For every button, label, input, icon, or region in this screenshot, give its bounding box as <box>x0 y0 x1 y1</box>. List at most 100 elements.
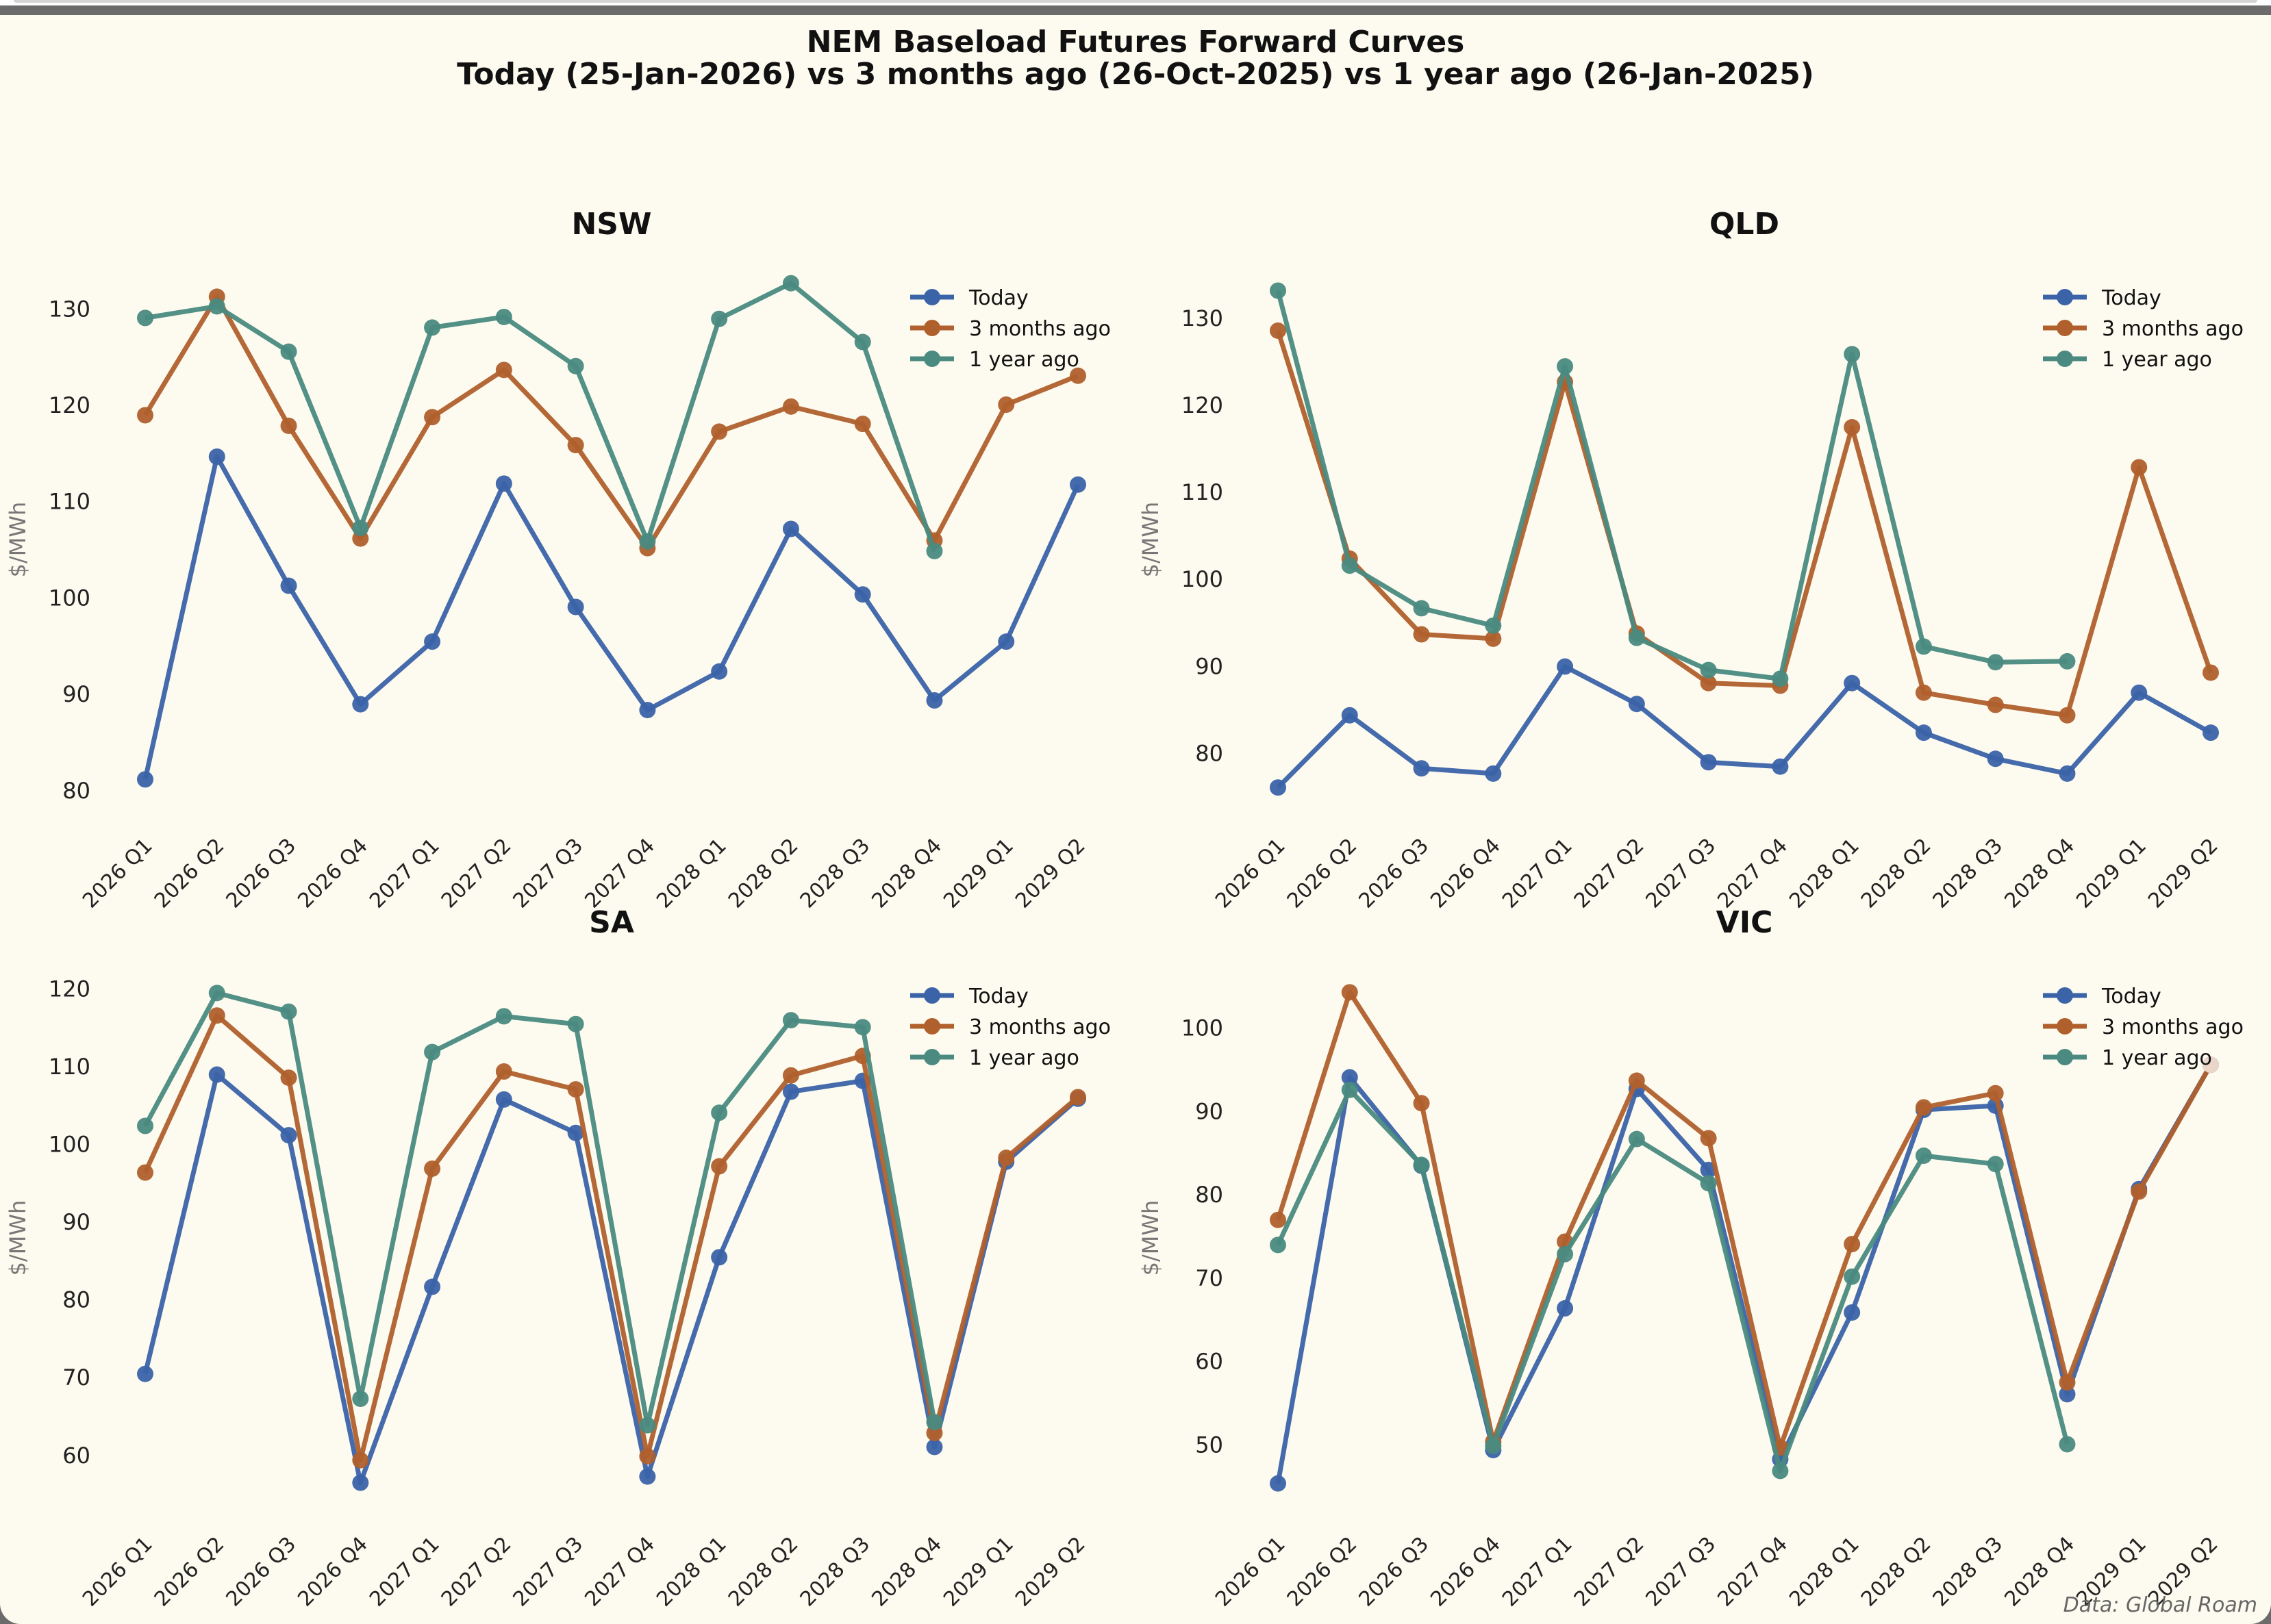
data-point <box>998 633 1015 650</box>
figure-title: NEM Baseload Futures Forward Curves <box>806 25 1465 60</box>
data-credit: Data: Global Roam <box>2063 1593 2257 1617</box>
data-point <box>352 1391 369 1408</box>
x-tick-label: 2026 Q1 <box>78 1532 158 1612</box>
data-point <box>280 343 297 360</box>
y-axis-label: $/MWh <box>5 1200 31 1276</box>
data-point <box>1270 282 1286 299</box>
y-tick-label: 70 <box>62 1365 90 1391</box>
x-tick-label: 2029 Q1 <box>939 1532 1018 1612</box>
legend-marker <box>2057 1049 2073 1065</box>
data-point <box>208 448 225 465</box>
x-tick-label: 2026 Q1 <box>78 834 158 913</box>
x-tick-label: 2026 Q4 <box>1426 834 1505 913</box>
data-point <box>1557 358 1574 375</box>
y-tick-label: 120 <box>49 976 90 1002</box>
data-point <box>424 633 441 650</box>
x-tick-label: 2027 Q3 <box>1642 1532 1721 1612</box>
data-point <box>1341 1069 1358 1086</box>
legend-label: 3 months ago <box>969 1015 1111 1039</box>
data-point <box>2131 684 2148 701</box>
data-point <box>1557 1245 1574 1263</box>
x-tick-label: 2028 Q2 <box>1857 834 1936 913</box>
data-point <box>280 577 297 594</box>
data-point <box>1413 1095 1430 1112</box>
legend-marker <box>924 289 940 305</box>
data-point <box>1270 1475 1286 1492</box>
data-point <box>1413 760 1430 777</box>
y-tick-label: 90 <box>1195 653 1223 679</box>
data-point <box>1270 1236 1286 1254</box>
data-point <box>137 309 153 327</box>
data-point <box>926 1414 943 1431</box>
legend-marker <box>924 987 940 1004</box>
legend-label: Today <box>2101 985 2161 1008</box>
data-point <box>2203 1056 2219 1074</box>
y-tick-label: 110 <box>49 1054 90 1080</box>
x-tick-label: 2028 Q2 <box>724 1532 803 1612</box>
y-tick-label: 90 <box>62 681 90 707</box>
data-point <box>137 1117 153 1134</box>
legend-marker <box>2057 987 2073 1004</box>
data-point <box>280 417 297 434</box>
data-point <box>711 1158 728 1175</box>
data-point <box>137 1365 153 1382</box>
data-point <box>1915 724 1932 741</box>
x-tick-label: 2027 Q4 <box>1713 834 1792 913</box>
data-point <box>1270 779 1286 796</box>
x-tick-label: 2027 Q1 <box>365 834 444 913</box>
data-point <box>998 396 1015 413</box>
x-tick-label: 2028 Q2 <box>1857 1532 1936 1612</box>
legend: Today 3 months ago 1 year ago <box>910 985 1111 1070</box>
data-point <box>2131 1183 2148 1200</box>
x-tick-label: 2026 Q3 <box>222 1532 301 1612</box>
y-tick-label: 110 <box>49 489 90 515</box>
x-tick-label: 2028 Q1 <box>652 834 731 913</box>
data-point <box>495 308 512 325</box>
x-tick-label: 2028 Q3 <box>796 834 875 913</box>
data-point <box>1628 696 1645 713</box>
data-point <box>1341 1081 1358 1098</box>
x-tick-label: 2026 Q2 <box>150 834 229 913</box>
legend-marker <box>924 351 940 367</box>
window-top-edge <box>14 0 2257 3</box>
legend-label: 3 months ago <box>2102 317 2244 341</box>
data-point <box>854 333 871 351</box>
data-point <box>639 702 656 719</box>
y-tick-label: 110 <box>1181 479 1223 505</box>
data-point <box>424 1043 441 1061</box>
data-point <box>1070 367 1086 384</box>
x-tick-label: 2026 Q3 <box>222 834 301 913</box>
x-tick-label: 2029 Q2 <box>1011 834 1090 913</box>
x-tick-label: 2028 Q1 <box>652 1532 731 1612</box>
legend-marker <box>2057 351 2073 367</box>
y-axis-label: $/MWh <box>5 502 31 578</box>
y-tick-label: 70 <box>1195 1265 1223 1291</box>
x-tick-label: 2028 Q4 <box>867 1532 946 1612</box>
y-tick-label: 60 <box>1195 1349 1223 1375</box>
data-point <box>926 1438 943 1456</box>
data-point <box>1987 750 2004 767</box>
legend-label: 1 year ago <box>969 1046 1079 1070</box>
legend-marker <box>924 320 940 336</box>
data-point <box>1341 557 1358 574</box>
y-tick-label: 120 <box>49 392 90 418</box>
data-point <box>782 275 799 292</box>
x-tick-label: 2027 Q1 <box>1498 834 1577 913</box>
data-point <box>137 771 153 788</box>
x-tick-label: 2027 Q3 <box>509 834 588 913</box>
legend-label: Today <box>968 286 1029 310</box>
data-point <box>2203 724 2219 741</box>
legend-marker <box>924 1049 940 1065</box>
data-point <box>137 407 153 424</box>
data-point <box>1485 1437 1502 1454</box>
figure-canvas: NEM Baseload Futures Forward Curves Toda… <box>0 15 2271 1624</box>
data-point <box>2059 707 2076 724</box>
data-point <box>998 1150 1015 1167</box>
data-point <box>2059 1374 2076 1391</box>
legend-label: 3 months ago <box>2102 1015 2244 1039</box>
data-point <box>854 416 871 433</box>
data-point <box>280 1069 297 1087</box>
panel-title: VIC <box>1716 905 1773 940</box>
data-point <box>782 1083 799 1100</box>
y-tick-label: 100 <box>1181 566 1223 592</box>
